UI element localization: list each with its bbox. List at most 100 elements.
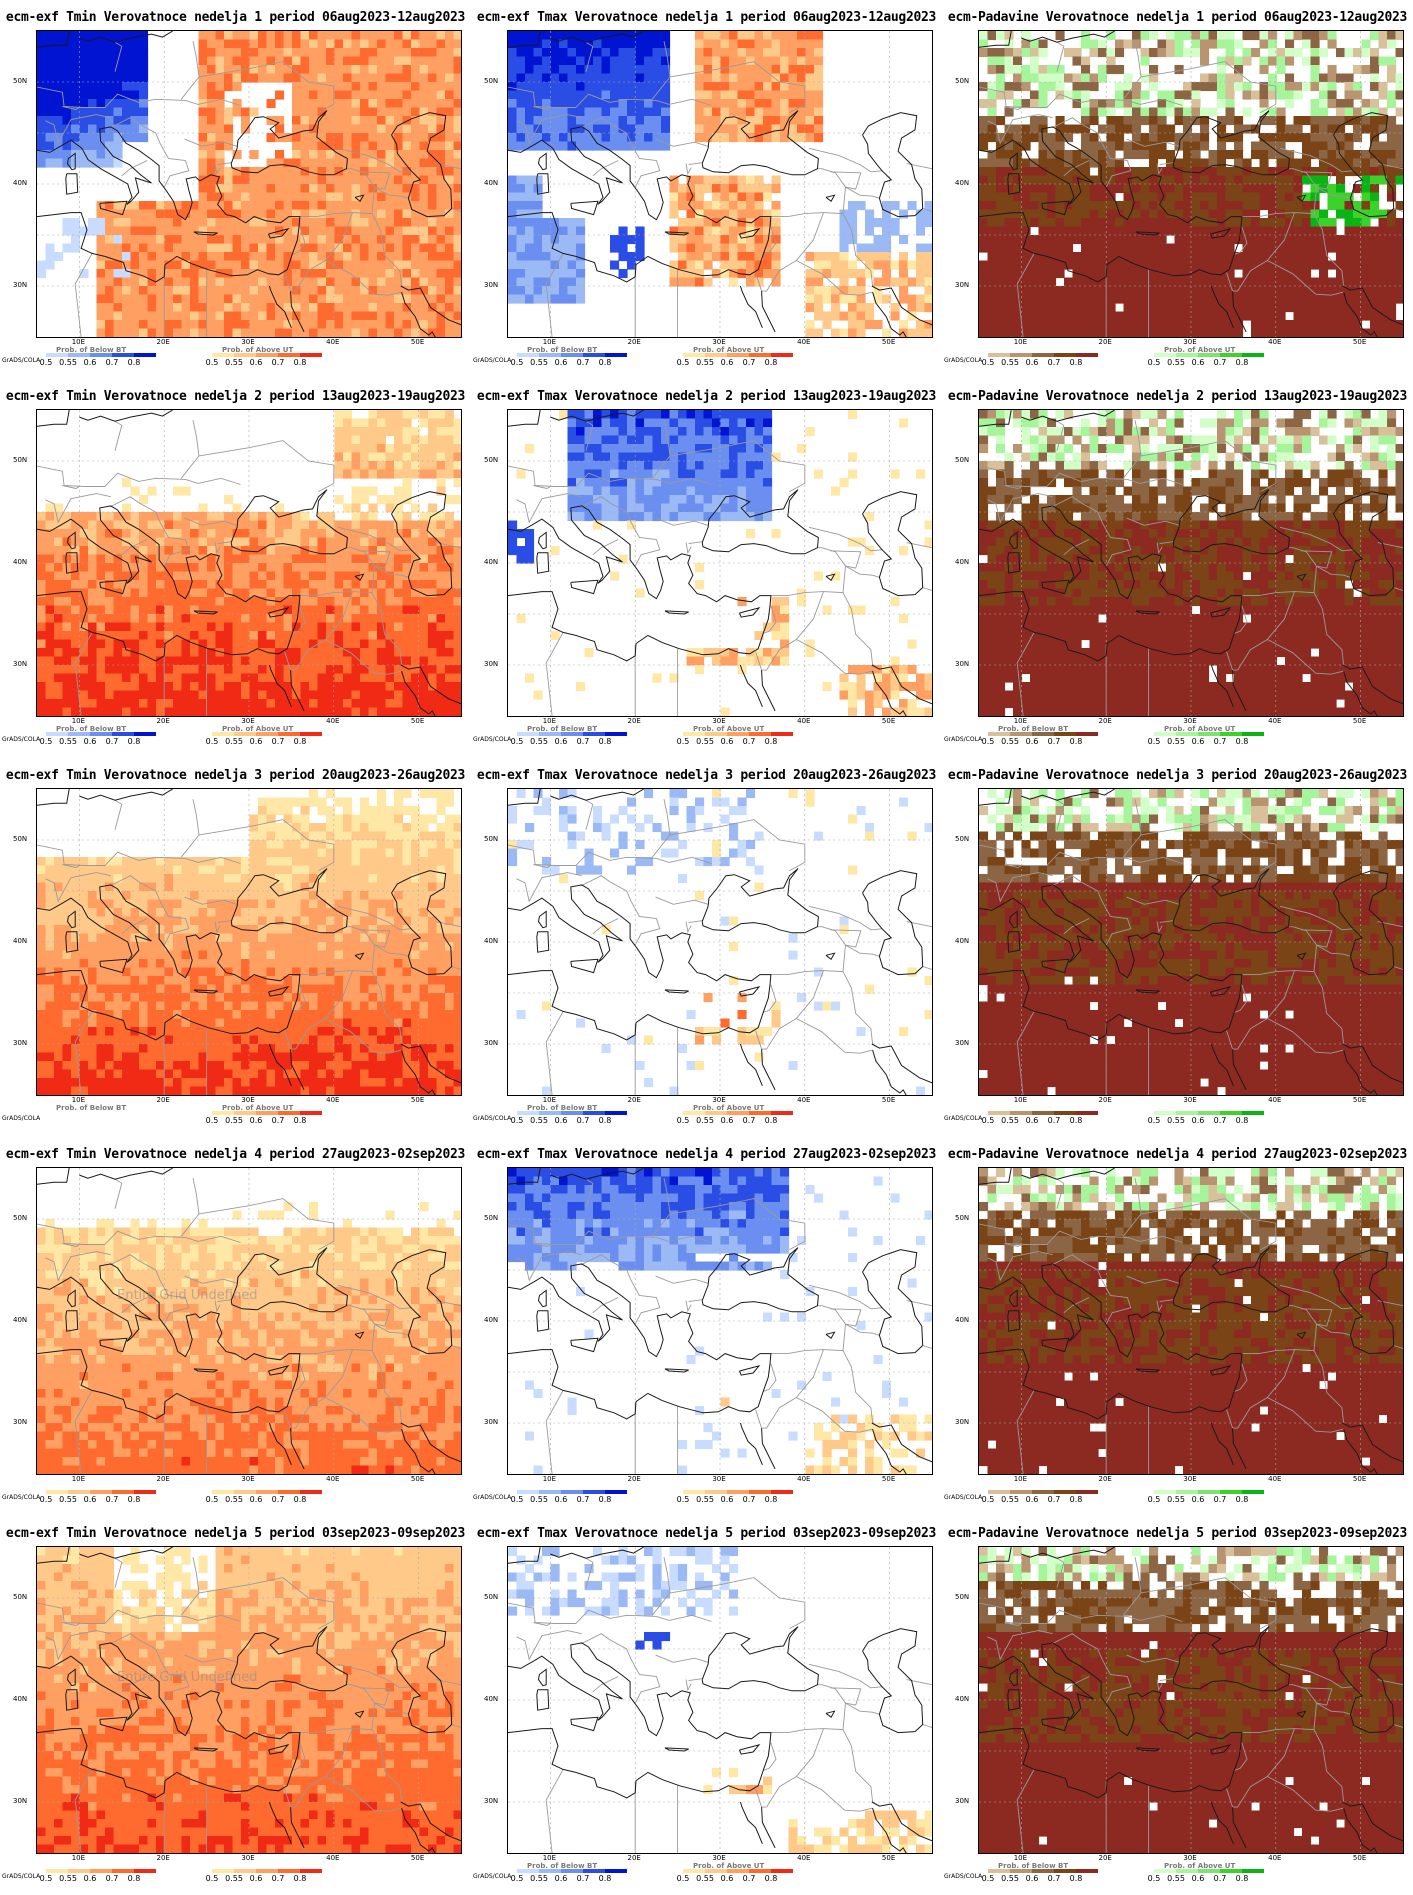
- x-tick-label: 20E: [627, 1854, 641, 1862]
- y-tick-label: 50N: [13, 1214, 28, 1222]
- colorbar-swatch: [1154, 1490, 1176, 1494]
- colorbar-swatch: [1176, 353, 1198, 357]
- colorbar-swatch: [256, 1490, 278, 1494]
- colorbar-below: Prob. of Below BT 0.5 0.55 0.6 0.7 0.8: [982, 1862, 1128, 1886]
- y-tick-label: 50N: [13, 456, 28, 464]
- colorbar-swatch: [749, 353, 771, 357]
- panel-title: ecm-Padavine Verovatnoce nedelja 2 perio…: [947, 389, 1408, 404]
- colorbar-above: 0.5 0.55 0.6 0.7 0.8: [1148, 1483, 1294, 1507]
- colorbar-swatch: [988, 732, 1010, 736]
- x-tick-label: 10E: [542, 1096, 557, 1104]
- colorbar-tick: 0.55: [696, 1495, 714, 1504]
- colorbar-tick: 0.6: [720, 1874, 734, 1883]
- country-borders: [979, 1557, 1403, 1853]
- colorbar-tick: 0.8: [127, 1874, 141, 1883]
- x-tick-label: 40E: [326, 1475, 340, 1483]
- coastlines: [508, 31, 932, 337]
- colorbar-above: Prob. of Above UT 0.5 0.55 0.6 0.7 0.8: [677, 725, 823, 749]
- x-tick-label: 10E: [1013, 1096, 1028, 1104]
- colorbar-title: Prob. of Below BT: [998, 1862, 1069, 1870]
- map-frame: Entire Grid Undefined: [36, 1167, 462, 1475]
- probability-field: [979, 410, 1403, 716]
- colorbar-swatch: [1198, 1869, 1220, 1873]
- map-frame: [978, 1546, 1404, 1854]
- colorbar-below: 0.5 0.55 0.6 0.7 0.8: [982, 346, 1128, 370]
- colorbar-swatch: [1198, 1490, 1220, 1494]
- x-tick-label: 20E: [156, 338, 170, 346]
- map-panel: ecm-Padavine Verovatnoce nedelja 2 perio…: [942, 379, 1413, 758]
- colorbar-swatch: [278, 732, 300, 736]
- x-tick-label: 50E: [410, 1854, 425, 1862]
- panel-title: ecm-Padavine Verovatnoce nedelja 4 perio…: [947, 1147, 1408, 1162]
- coastlines: [979, 31, 1403, 337]
- colorbar-swatch: [749, 1490, 771, 1494]
- panel-title: ecm-exf Tmin Verovatnoce nedelja 5 perio…: [5, 1526, 466, 1541]
- colorbar-tick: 0.6: [249, 737, 263, 746]
- colorbar-swatch: [683, 1111, 705, 1115]
- y-tick-label: 40N: [484, 1695, 499, 1703]
- colorbar-tick: 0.5: [205, 1495, 219, 1504]
- x-tick-label: 50E: [881, 1096, 896, 1104]
- colorbar-title: Prob. of Below BT: [56, 346, 127, 354]
- y-tick-label: 40N: [955, 179, 970, 187]
- colorbar-tick: 0.5: [1147, 1116, 1161, 1125]
- colorbar-tick: 0.7: [576, 737, 590, 746]
- colorbar-title: Prob. of Above UT: [1164, 346, 1236, 354]
- map-panel: ecm-exf Tmax Verovatnoce nedelja 4 perio…: [471, 1137, 942, 1516]
- colorbar-swatch: [300, 732, 322, 736]
- colorbar-below: 0.5 0.55 0.6 0.7 0.8: [511, 1483, 657, 1507]
- colorbar-tick: 0.5: [1147, 358, 1161, 367]
- colorbar-swatch: [705, 1111, 727, 1115]
- y-tick-label: 30N: [955, 281, 970, 289]
- colorbar-tick: 0.7: [1213, 737, 1227, 746]
- colorbar-swatch: [1242, 1490, 1264, 1494]
- colorbar-tick: 0.6: [554, 1874, 568, 1883]
- colorbar-swatch: [705, 732, 727, 736]
- y-tick-label: 40N: [484, 558, 499, 566]
- map-panel: ecm-exf Tmax Verovatnoce nedelja 1 perio…: [471, 0, 942, 379]
- colorbar-tick: 0.6: [1191, 1495, 1205, 1504]
- colorbar-tick: 0.7: [271, 358, 285, 367]
- colorbar-tick: 0.6: [1191, 737, 1205, 746]
- country-borders: [37, 1178, 461, 1474]
- colorbar-swatch: [988, 1869, 1010, 1873]
- colorbar-swatch: [749, 1869, 771, 1873]
- colorbar-title: Prob. of Below BT: [527, 346, 598, 354]
- panel-title: ecm-Padavine Verovatnoce nedelja 1 perio…: [947, 10, 1408, 25]
- colorbar-tick: 0.55: [530, 1495, 548, 1504]
- graticule: [979, 1547, 1403, 1853]
- colorbar-above: Prob. of Above UT 0.5 0.55 0.6 0.7 0.8: [206, 346, 352, 370]
- colorbar-tick: 0.6: [1191, 1874, 1205, 1883]
- colorbar-tick: 0.5: [981, 358, 995, 367]
- colorbar-swatch: [1198, 732, 1220, 736]
- y-tick-label: 40N: [955, 937, 970, 945]
- country-borders: [979, 1178, 1403, 1474]
- colorbar-tick: 0.55: [225, 1116, 243, 1125]
- y-tick-label: 40N: [484, 1316, 499, 1324]
- colorbar-swatch: [1220, 1869, 1242, 1873]
- y-tick-label: 50N: [484, 77, 499, 85]
- colorbar-swatch: [539, 1869, 561, 1873]
- colorbar-tick: 0.6: [554, 737, 568, 746]
- colorbar-swatch: [1242, 1111, 1264, 1115]
- graticule: [979, 789, 1403, 1095]
- colorbar-tick: 0.55: [530, 1116, 548, 1125]
- x-tick-label: 30E: [712, 1096, 726, 1104]
- colorbar-title: Prob. of Below BT: [527, 1104, 598, 1112]
- colorbar-tick: 0.55: [1001, 358, 1019, 367]
- colorbar-swatch: [112, 353, 134, 357]
- colorbar-tick: 0.8: [293, 358, 307, 367]
- y-tick-label: 30N: [484, 281, 499, 289]
- colorbar-tick: 0.8: [293, 737, 307, 746]
- colorbar-swatch: [1010, 1490, 1032, 1494]
- x-tick-label: 10E: [542, 1475, 557, 1483]
- colorbar-swatch: [1198, 1111, 1220, 1115]
- colorbar-tick: 0.6: [83, 358, 97, 367]
- y-tick-label: 50N: [484, 835, 499, 843]
- colorbar-tick: 0.6: [554, 1495, 568, 1504]
- forecast-map: [508, 1547, 932, 1853]
- colorbar-swatch: [256, 732, 278, 736]
- colorbar-title: Prob. of Above UT: [693, 1104, 765, 1112]
- colorbar-tick: 0.6: [1025, 1116, 1039, 1125]
- coastlines: [979, 410, 1403, 716]
